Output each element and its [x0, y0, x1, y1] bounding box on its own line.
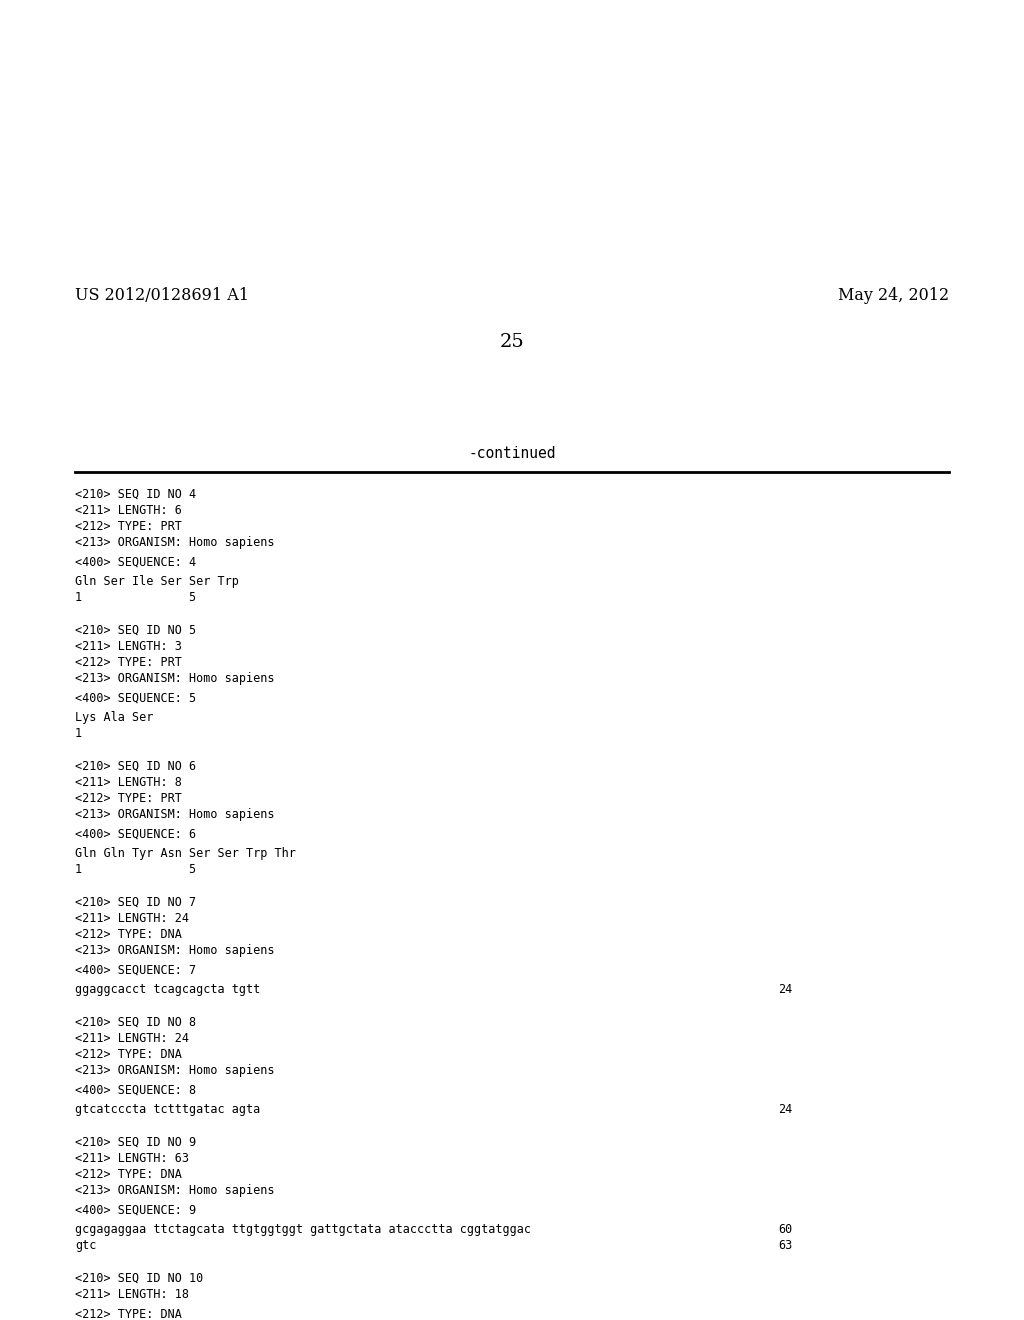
Text: <211> LENGTH: 24: <211> LENGTH: 24 — [75, 912, 188, 925]
Text: <400> SEQUENCE: 5: <400> SEQUENCE: 5 — [75, 692, 196, 705]
Text: <210> SEQ ID NO 4: <210> SEQ ID NO 4 — [75, 488, 196, 502]
Text: <212> TYPE: DNA: <212> TYPE: DNA — [75, 928, 181, 941]
Text: <210> SEQ ID NO 5: <210> SEQ ID NO 5 — [75, 624, 196, 638]
Text: 1: 1 — [75, 727, 82, 741]
Text: <400> SEQUENCE: 9: <400> SEQUENCE: 9 — [75, 1204, 196, 1217]
Text: <212> TYPE: PRT: <212> TYPE: PRT — [75, 656, 181, 669]
Text: -continued: -continued — [468, 446, 556, 461]
Text: 1               5: 1 5 — [75, 863, 196, 876]
Text: <211> LENGTH: 6: <211> LENGTH: 6 — [75, 504, 181, 517]
Text: <400> SEQUENCE: 8: <400> SEQUENCE: 8 — [75, 1084, 196, 1097]
Text: gtcatcccta tctttgatac agta: gtcatcccta tctttgatac agta — [75, 1104, 260, 1115]
Text: <211> LENGTH: 8: <211> LENGTH: 8 — [75, 776, 181, 789]
Text: Lys Ala Ser: Lys Ala Ser — [75, 711, 154, 723]
Text: <211> LENGTH: 63: <211> LENGTH: 63 — [75, 1152, 188, 1166]
Text: <400> SEQUENCE: 4: <400> SEQUENCE: 4 — [75, 556, 196, 569]
Text: <212> TYPE: PRT: <212> TYPE: PRT — [75, 792, 181, 805]
Text: <210> SEQ ID NO 6: <210> SEQ ID NO 6 — [75, 760, 196, 774]
Text: <211> LENGTH: 18: <211> LENGTH: 18 — [75, 1288, 188, 1302]
Text: 25: 25 — [500, 333, 524, 351]
Text: 60: 60 — [778, 1224, 793, 1236]
Text: <213> ORGANISM: Homo sapiens: <213> ORGANISM: Homo sapiens — [75, 1064, 274, 1077]
Text: Gln Gln Tyr Asn Ser Ser Trp Thr: Gln Gln Tyr Asn Ser Ser Trp Thr — [75, 847, 296, 861]
Text: <400> SEQUENCE: 6: <400> SEQUENCE: 6 — [75, 828, 196, 841]
Text: <212> TYPE: DNA: <212> TYPE: DNA — [75, 1168, 181, 1181]
Text: <213> ORGANISM: Homo sapiens: <213> ORGANISM: Homo sapiens — [75, 672, 274, 685]
Text: <210> SEQ ID NO 9: <210> SEQ ID NO 9 — [75, 1137, 196, 1148]
Text: <213> ORGANISM: Homo sapiens: <213> ORGANISM: Homo sapiens — [75, 944, 274, 957]
Text: <210> SEQ ID NO 7: <210> SEQ ID NO 7 — [75, 896, 196, 909]
Text: 63: 63 — [778, 1239, 793, 1251]
Text: <211> LENGTH: 24: <211> LENGTH: 24 — [75, 1032, 188, 1045]
Text: <213> ORGANISM: Homo sapiens: <213> ORGANISM: Homo sapiens — [75, 808, 274, 821]
Text: Gln Ser Ile Ser Ser Trp: Gln Ser Ile Ser Ser Trp — [75, 576, 239, 587]
Text: gcgagaggaa ttctagcata ttgtggtggt gattgctata ataccctta cggtatggac: gcgagaggaa ttctagcata ttgtggtggt gattgct… — [75, 1224, 530, 1236]
Text: ggaggcacct tcagcagcta tgtt: ggaggcacct tcagcagcta tgtt — [75, 983, 260, 997]
Text: 1               5: 1 5 — [75, 591, 196, 605]
Text: <213> ORGANISM: Homo sapiens: <213> ORGANISM: Homo sapiens — [75, 536, 274, 549]
Text: <210> SEQ ID NO 10: <210> SEQ ID NO 10 — [75, 1272, 203, 1284]
Text: <400> SEQUENCE: 7: <400> SEQUENCE: 7 — [75, 964, 196, 977]
Text: <213> ORGANISM: Homo sapiens: <213> ORGANISM: Homo sapiens — [75, 1184, 274, 1197]
Text: <212> TYPE: DNA: <212> TYPE: DNA — [75, 1048, 181, 1061]
Text: US 2012/0128691 A1: US 2012/0128691 A1 — [75, 286, 249, 304]
Text: 24: 24 — [778, 1104, 793, 1115]
Text: May 24, 2012: May 24, 2012 — [838, 286, 949, 304]
Text: gtc: gtc — [75, 1239, 96, 1251]
Text: <211> LENGTH: 3: <211> LENGTH: 3 — [75, 640, 181, 653]
Text: <212> TYPE: PRT: <212> TYPE: PRT — [75, 520, 181, 533]
Text: <210> SEQ ID NO 8: <210> SEQ ID NO 8 — [75, 1016, 196, 1030]
Text: 24: 24 — [778, 983, 793, 997]
Text: <212> TYPE: DNA: <212> TYPE: DNA — [75, 1308, 181, 1320]
